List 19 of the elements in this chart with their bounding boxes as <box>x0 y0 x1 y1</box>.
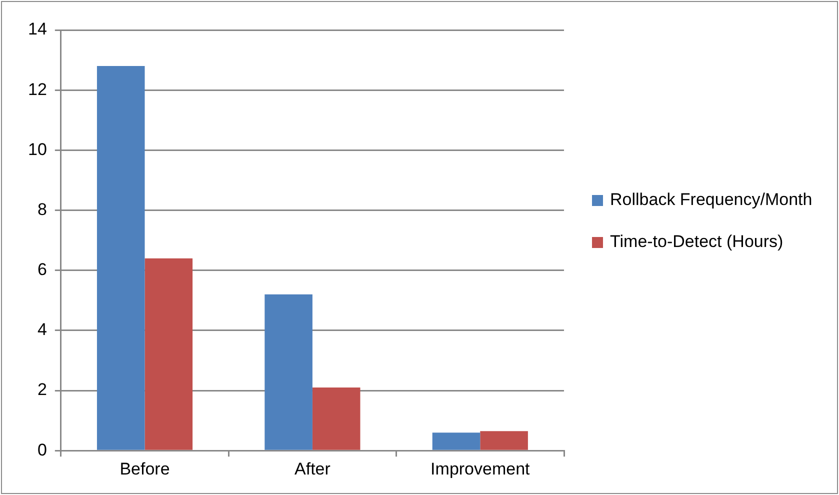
y-tick-label: 14 <box>28 20 47 39</box>
x-tick-label: Improvement <box>430 459 530 478</box>
x-tick-label: After <box>294 459 331 478</box>
bar <box>96 66 145 450</box>
legend-label: Time-to-Detect (Hours) <box>610 231 784 253</box>
bar <box>480 431 528 450</box>
y-tick-label: 4 <box>37 320 47 340</box>
x-tick-label: Before <box>120 459 170 478</box>
y-tick-label: 8 <box>37 200 47 219</box>
y-tick-label: 2 <box>37 380 47 400</box>
bar <box>264 294 312 450</box>
bar <box>432 432 480 450</box>
legend-label: Rollback Frequency/Month <box>610 189 812 211</box>
bar <box>312 388 360 450</box>
bar <box>144 258 193 450</box>
y-tick-label: 12 <box>28 80 47 99</box>
y-tick-label: 6 <box>37 260 47 280</box>
y-tick-label: 0 <box>37 440 47 460</box>
y-tick-label: 10 <box>28 140 47 159</box>
